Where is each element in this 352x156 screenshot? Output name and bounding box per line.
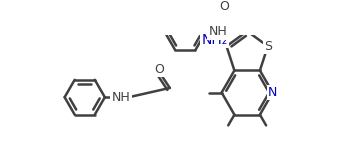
Text: O: O bbox=[220, 0, 230, 13]
Text: NH: NH bbox=[208, 25, 227, 39]
Text: S: S bbox=[264, 40, 272, 53]
Text: NH: NH bbox=[112, 91, 131, 104]
Text: N: N bbox=[268, 86, 277, 99]
Text: NH₂: NH₂ bbox=[202, 33, 228, 47]
Text: O: O bbox=[154, 63, 164, 76]
